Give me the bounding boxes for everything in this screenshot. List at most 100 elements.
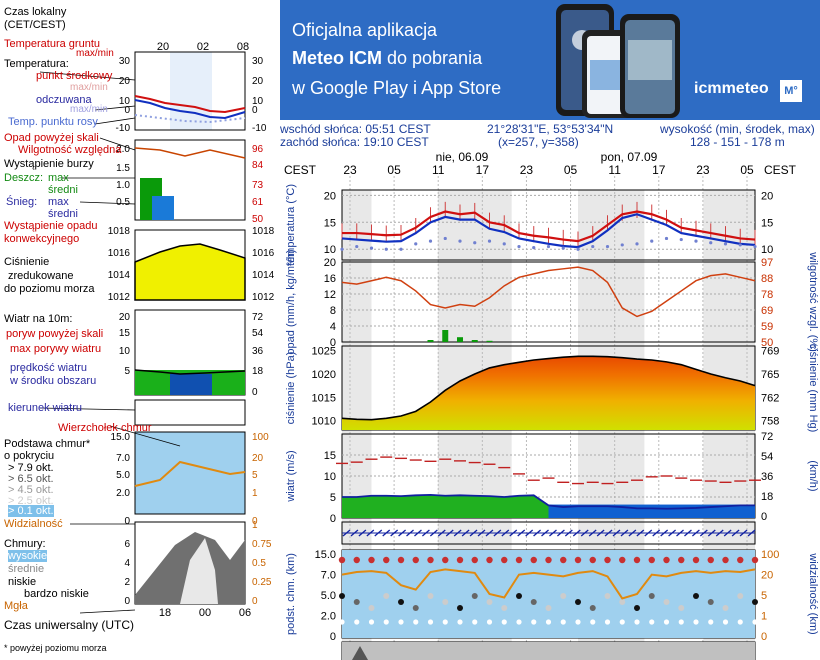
legend-cloud-top: Wierzchołek chmur [58, 422, 152, 434]
wind-rtick-0: 72 [761, 431, 773, 443]
wind-arrow-36 [628, 529, 637, 537]
coords-text: 21°28'31"E, 53°53'34"N [487, 122, 614, 136]
wind-arrow-30 [580, 529, 589, 537]
legend-rtick-cc-075: 0.75 [252, 539, 272, 550]
wind-arrow-50 [739, 529, 748, 537]
cloud-low-dot-23 [678, 619, 684, 625]
cloud-base-dot-25 [707, 599, 714, 605]
dew-point-2 [369, 246, 374, 250]
cloud-base-dot-26 [722, 605, 729, 611]
legend-tick-cloud-5: 5.0 [116, 470, 130, 481]
legend-panel: 30 20 10 0 -10 2.0 1.5 1.0 0.5 1018 1016… [0, 0, 280, 660]
dew-point-24 [694, 239, 698, 243]
legend-rtick-vis-1: 1 [252, 488, 258, 499]
cloud-top-dot-19 [619, 556, 626, 564]
hour-tick-1: 05 [387, 163, 401, 177]
cloud-top-dot-20 [633, 556, 641, 564]
cloud-top-dot-24 [692, 556, 700, 564]
cloud-base-dot-1 [353, 599, 360, 605]
legend-clouds: Chmury: [4, 538, 46, 550]
legend-tick-precip-15: 1.5 [116, 163, 130, 174]
wind-arrow-32 [596, 529, 605, 537]
dew-point-0 [340, 247, 344, 251]
cloud-base-dot-7 [442, 599, 449, 605]
legend-clouds-mid: średnie [8, 563, 45, 575]
legend-utc-tick-00: 00 [199, 607, 211, 619]
dew-point-19 [620, 243, 624, 247]
legend-cloud-area-light [180, 538, 218, 604]
legend-ground-temp: Temperatura gruntu [4, 38, 100, 50]
wind-arrow-7 [398, 529, 407, 537]
legend-precip-occurrence: Wystąpienie opadu [4, 220, 98, 232]
legend-tick-cc-0: 0 [124, 596, 130, 607]
legend-tick-wind-10: 10 [119, 346, 131, 357]
dew-point-26 [723, 242, 728, 246]
legend-rtick-hum-61: 61 [252, 197, 264, 208]
altitude-label: wysokość (min, środek, max) [660, 122, 815, 136]
legend-local-tick-20: 20 [157, 41, 169, 53]
main-panel: Oficjalna aplikacja Meteo ICM do pobrani… [280, 0, 820, 660]
cloud-low-dot-14 [545, 619, 552, 625]
legend-tick-pres-1018: 1018 [108, 226, 131, 237]
cloud-top-dot-3 [383, 556, 390, 564]
dew-point-3 [384, 247, 388, 251]
pressure-rtick-0: 769 [761, 346, 779, 358]
wind-arrow-10 [421, 529, 430, 537]
wind-arrow-42 [676, 529, 684, 537]
legend-clouds-low: niskie [8, 576, 37, 588]
legend-rtick-vis-5: 5 [252, 470, 258, 481]
humidity-line [341, 266, 756, 318]
legend-pressure: Ciśnienie [4, 256, 50, 268]
pressure-tick-2: 1015 [312, 392, 336, 404]
wind-rtick-3: 18 [761, 491, 773, 503]
hour-tick-5: 05 [564, 163, 578, 177]
app-banner[interactable]: Oficjalna aplikacja Meteo ICM do pobrani… [280, 0, 820, 120]
dew-point-25 [709, 241, 713, 245]
cloud-top-dot-8 [456, 556, 464, 564]
legend-tick-cloud-15: 15.0 [111, 432, 131, 443]
sunset-text: zachód słońca: 19:10 CEST [280, 135, 429, 149]
wind-arrow-5 [382, 529, 391, 537]
cloud-base-dot-2 [368, 605, 375, 611]
hum-tick-2: 78 [761, 289, 773, 301]
wind-arrow-0 [342, 529, 351, 537]
temp-tick-0: 20 [324, 190, 336, 202]
pressure-tick-3: 1010 [312, 416, 336, 428]
legend-rtick-wind-18: 18 [252, 366, 264, 377]
time-zone-right: CEST [764, 163, 797, 177]
wind-arrow-17 [477, 529, 486, 537]
cloud-top-dot-11 [501, 556, 508, 564]
pressure-ylabel: ciśnienie (hPa) [285, 352, 297, 425]
legend-rtick-wind-72: 72 [252, 312, 264, 323]
wind-tick-3: 0 [330, 513, 336, 525]
rain-bar-7 [442, 330, 449, 342]
legend-gust-above: poryw powyżej skali [6, 328, 104, 340]
wind-arrow-8 [406, 529, 414, 537]
dew-point-13 [532, 246, 536, 250]
wind-arrow-51 [747, 529, 756, 537]
wind-arrow-21 [509, 529, 518, 537]
cloud-top-dot-7 [442, 556, 449, 564]
cloud-top-dot-28 [751, 556, 759, 564]
pressure-area [342, 356, 755, 430]
dew-point-8 [458, 239, 462, 243]
legend-tick-temp-30: 30 [119, 56, 131, 67]
legend-local-zone: (CET/CEST) [4, 19, 66, 31]
sunrise-text: wschód słońca: 05:51 CEST [280, 122, 431, 136]
precip-tick-1: 16 [324, 273, 336, 285]
cloud-low-dot-12 [516, 619, 522, 625]
cloud-base-dot-16 [575, 599, 581, 605]
hum-tick-0: 97 [761, 257, 773, 269]
banner-line-1: Oficjalna aplikacja [292, 20, 438, 40]
banner-line-3: w Google Play i App Store [292, 78, 502, 98]
legend-tick-precip-05: 0.5 [116, 197, 130, 208]
legend-rtick-temp-0: 0 [252, 105, 258, 116]
legend-mid-point: punkt środkowy [36, 70, 113, 82]
wind-arrow-2 [358, 529, 367, 537]
hour-tick-9: 05 [740, 163, 754, 177]
wind-arrow-27 [556, 529, 565, 537]
legend-rtick-hum-50: 50 [252, 214, 264, 225]
wind-kmh-ylabel: (km/h) [807, 460, 819, 491]
temp-ylabel: temperatura (°C) [285, 184, 297, 266]
cloud-low-dot-3 [383, 619, 389, 625]
